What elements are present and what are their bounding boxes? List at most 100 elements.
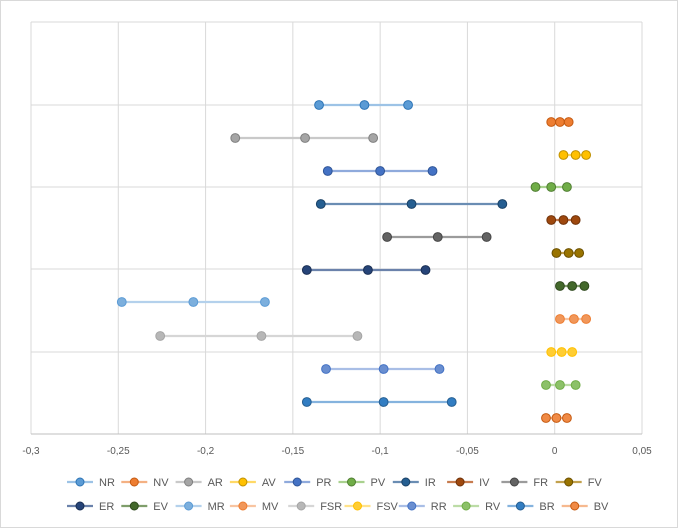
data-point-PR: [427, 166, 438, 176]
legend-entry-BV: BV: [561, 501, 609, 513]
legend-label: PR: [316, 477, 331, 489]
data-point-FSR: [256, 331, 267, 341]
legend-label: MV: [262, 501, 279, 513]
data-point-FSR: [155, 331, 166, 341]
data-point-PR: [322, 166, 333, 176]
series-FV: [551, 248, 585, 258]
legend-entry-AV: AV: [229, 477, 277, 489]
data-point-PR: [375, 166, 386, 176]
series-FSV: [546, 347, 578, 357]
legend-label: ER: [99, 501, 114, 513]
data-point-ER: [301, 265, 312, 275]
legend-marker: [407, 501, 417, 511]
legend-marker: [238, 477, 248, 487]
legend-label: NR: [99, 477, 115, 489]
legend-label: FSR: [320, 501, 342, 513]
data-point-FV: [574, 248, 585, 258]
data-point-MR: [116, 297, 127, 307]
legend-entry-FSR: FSR: [288, 501, 342, 513]
legend-marker: [129, 501, 139, 511]
legend-entry-MR: MR: [175, 501, 225, 513]
legend-label: AV: [262, 477, 277, 489]
data-point-PV: [562, 182, 572, 192]
series-ER: [301, 265, 431, 275]
legend-label: FR: [533, 477, 548, 489]
series-EV: [555, 281, 590, 291]
legend-label: BV: [594, 501, 609, 513]
data-point-AV: [581, 150, 592, 160]
legend-marker: [515, 501, 525, 511]
legend-marker: [347, 477, 356, 487]
data-point-IR: [406, 199, 417, 209]
series-NV: [546, 117, 574, 127]
data-point-EV: [579, 281, 590, 291]
data-point-IV: [546, 215, 557, 225]
legend-marker: [184, 501, 194, 511]
data-point-FR: [432, 232, 443, 242]
data-point-NV: [546, 117, 557, 127]
data-point-FSV: [567, 347, 578, 357]
data-point-AR: [368, 133, 379, 143]
data-point-MV: [581, 314, 592, 324]
legend-entry-BR: BR: [507, 501, 555, 513]
data-point-IR: [497, 199, 508, 209]
legend-entry-EV: EV: [121, 501, 169, 513]
legend-entry-IV: IV: [447, 477, 490, 489]
legend-entry-NR: NR: [67, 477, 115, 489]
series-AR: [230, 133, 379, 143]
x-tick-label: -0,25: [107, 446, 130, 457]
data-point-BV: [551, 413, 562, 423]
data-point-IV: [558, 215, 569, 225]
series-RV: [541, 380, 581, 390]
series-IV: [546, 215, 581, 225]
legend-marker: [292, 477, 302, 487]
data-point-BR: [378, 397, 389, 407]
data-point-FR: [481, 232, 492, 242]
data-point-NV: [555, 117, 565, 127]
legend-label: IV: [479, 477, 490, 489]
series-PR: [322, 166, 438, 176]
data-point-FSV: [546, 347, 557, 357]
data-point-MV: [555, 314, 565, 324]
series-IR: [315, 199, 508, 209]
data-point-RV: [541, 380, 551, 390]
legend-entry-FR: FR: [501, 477, 548, 489]
data-point-AR: [230, 133, 241, 143]
data-point-IV: [570, 215, 581, 225]
data-point-BR: [301, 397, 312, 407]
data-point-NR: [403, 100, 413, 110]
data-point-NV: [563, 117, 574, 127]
legend-marker: [238, 501, 248, 511]
legend-marker: [455, 477, 465, 487]
legend-marker: [353, 501, 362, 511]
legend-entry-PR: PR: [284, 477, 332, 489]
legend-label: BR: [539, 501, 554, 513]
series-MV: [555, 314, 592, 324]
x-tick-label: -0,1: [372, 446, 390, 457]
legend-marker: [570, 501, 580, 511]
data-point-MV: [569, 314, 579, 324]
data-point-MR: [188, 297, 199, 307]
data-point-FSV: [556, 347, 567, 357]
legend-marker: [401, 477, 411, 487]
data-point-EV: [555, 281, 565, 291]
data-point-FR: [382, 232, 393, 242]
legend-label: NV: [153, 477, 169, 489]
data-point-BR: [446, 397, 457, 407]
grid-layer: [30, 21, 643, 435]
series-FSR: [155, 331, 363, 341]
x-tick-label: -0,2: [197, 446, 215, 457]
data-point-NR: [314, 100, 324, 110]
legend-entry-RR: RR: [398, 501, 447, 513]
data-point-NR: [359, 100, 370, 110]
x-tick-label: 0: [552, 446, 558, 457]
legend-marker: [509, 477, 519, 487]
data-point-ER: [420, 265, 431, 275]
data-point-IR: [315, 199, 326, 209]
legend-label: FV: [588, 477, 603, 489]
data-point-BV: [562, 413, 572, 423]
x-tick-label: -0,3: [22, 446, 40, 457]
data-point-RV: [570, 380, 581, 390]
series-layer: [116, 100, 592, 423]
